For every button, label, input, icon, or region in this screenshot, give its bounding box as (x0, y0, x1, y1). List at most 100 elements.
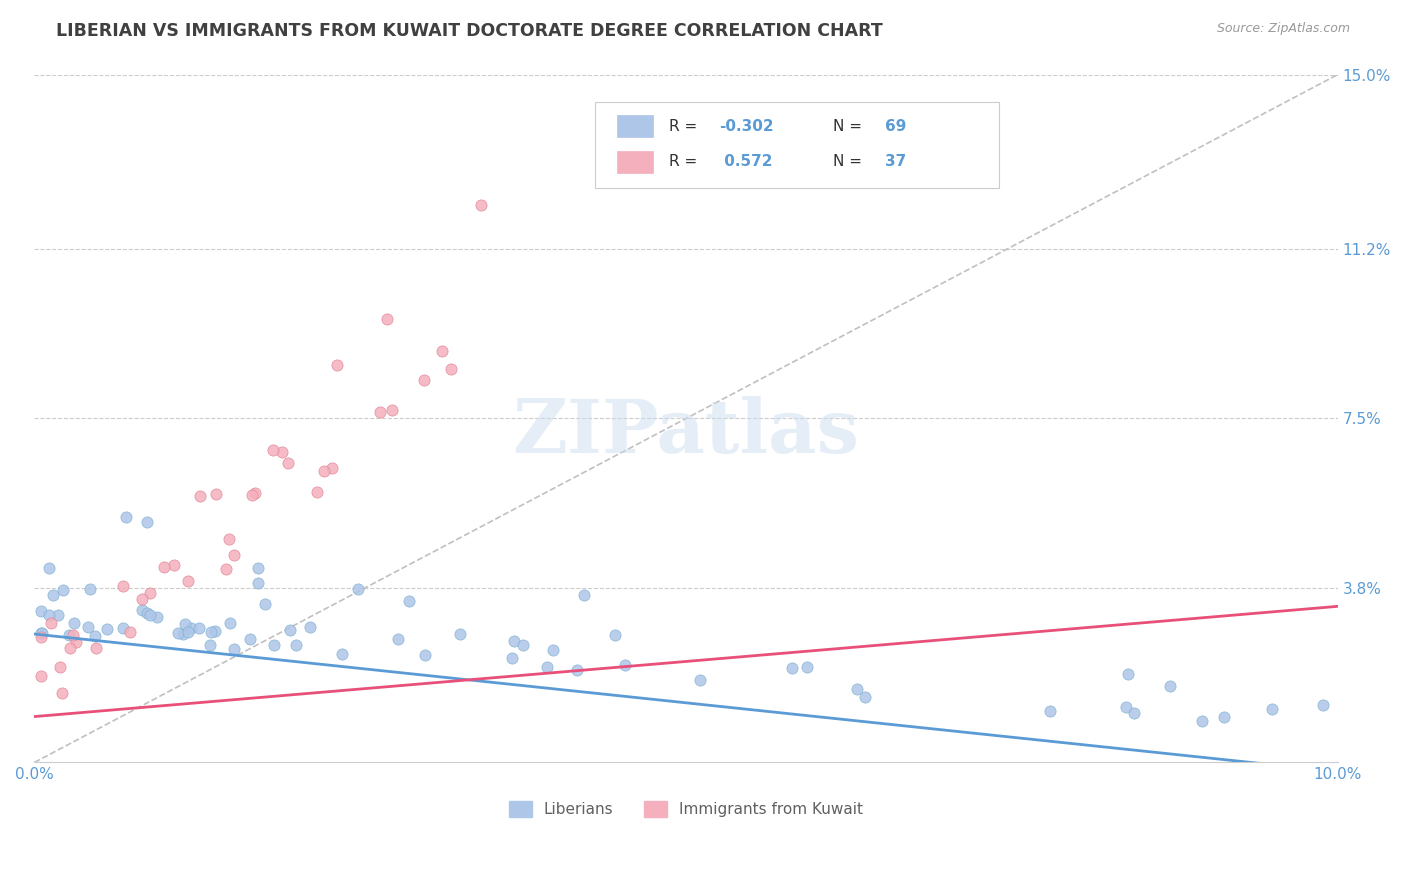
Point (48, 608, 70, 623)
Point (240, 488, 263, 502)
Text: R =: R = (669, 119, 702, 134)
Point (614, 658, 637, 673)
Point (285, 638, 308, 652)
Point (79, 582, 101, 597)
Point (188, 489, 211, 503)
Point (30, 631, 52, 645)
Point (263, 638, 285, 652)
Point (135, 607, 157, 621)
Point (200, 625, 222, 640)
Point (387, 632, 409, 647)
Point (30, 668, 52, 682)
Point (224, 641, 246, 656)
Point (449, 626, 471, 640)
Point (1116, 666, 1139, 681)
Point (381, 403, 404, 417)
Point (1039, 704, 1062, 718)
Point (59, 640, 82, 655)
Point (49, 659, 72, 673)
Point (262, 442, 284, 457)
Point (1261, 702, 1284, 716)
Point (271, 445, 294, 459)
Point (118, 625, 141, 640)
Point (167, 625, 190, 640)
Point (501, 650, 523, 665)
Point (780, 660, 803, 674)
Point (299, 620, 322, 634)
Point (62, 627, 84, 641)
Point (219, 615, 242, 630)
Point (153, 560, 176, 574)
Point (689, 673, 711, 688)
Text: ZIPatlas: ZIPatlas (513, 396, 859, 468)
Text: 37: 37 (886, 154, 907, 169)
Bar (617, 115, 654, 137)
Point (31, 626, 53, 640)
Point (312, 464, 335, 478)
Text: 0.572: 0.572 (718, 154, 772, 169)
Text: N =: N = (834, 154, 868, 169)
Point (204, 487, 226, 501)
Point (368, 405, 391, 419)
Text: R =: R = (669, 154, 702, 169)
Point (572, 588, 595, 602)
Point (30, 626, 52, 640)
Point (567, 664, 589, 678)
Point (96, 622, 118, 636)
Point (177, 574, 200, 588)
Point (605, 628, 627, 642)
Point (114, 510, 136, 524)
Point (77, 619, 100, 633)
Point (512, 638, 534, 652)
Point (63, 616, 86, 631)
Point (112, 621, 135, 635)
Point (796, 660, 818, 674)
Point (136, 515, 159, 529)
Point (86, 640, 108, 655)
Point (198, 639, 221, 653)
Bar (617, 151, 654, 173)
Point (1159, 679, 1181, 693)
Point (413, 373, 436, 387)
Point (222, 548, 245, 562)
Point (139, 586, 162, 600)
Point (413, 648, 436, 663)
Point (307, 484, 329, 499)
Point (503, 634, 526, 648)
Point (131, 603, 153, 617)
Point (470, 198, 492, 212)
Point (163, 558, 186, 572)
Point (321, 461, 343, 475)
Point (131, 592, 153, 607)
Point (65, 635, 87, 649)
Point (187, 621, 209, 635)
Point (42, 588, 65, 602)
Point (180, 621, 202, 635)
Point (52, 582, 75, 597)
Point (38, 560, 60, 574)
Point (138, 608, 160, 623)
Point (243, 486, 266, 500)
Point (277, 456, 299, 470)
Point (541, 642, 564, 657)
Point (173, 616, 195, 631)
Point (430, 344, 453, 359)
Point (111, 579, 134, 593)
Point (218, 533, 240, 547)
Point (1115, 700, 1137, 714)
Point (375, 311, 398, 326)
Text: LIBERIAN VS IMMIGRANTS FROM KUWAIT DOCTORATE DEGREE CORRELATION CHART: LIBERIAN VS IMMIGRANTS FROM KUWAIT DOCTO… (56, 22, 883, 40)
Point (204, 624, 226, 638)
Point (172, 627, 194, 641)
Point (58, 628, 80, 642)
Point (239, 632, 262, 646)
Point (247, 561, 270, 575)
Point (846, 682, 869, 697)
Text: N =: N = (834, 119, 868, 134)
FancyBboxPatch shape (595, 102, 998, 188)
Text: -0.302: -0.302 (718, 119, 773, 134)
Point (398, 594, 420, 608)
Text: 69: 69 (886, 119, 907, 134)
Point (145, 609, 167, 624)
Point (254, 597, 277, 611)
